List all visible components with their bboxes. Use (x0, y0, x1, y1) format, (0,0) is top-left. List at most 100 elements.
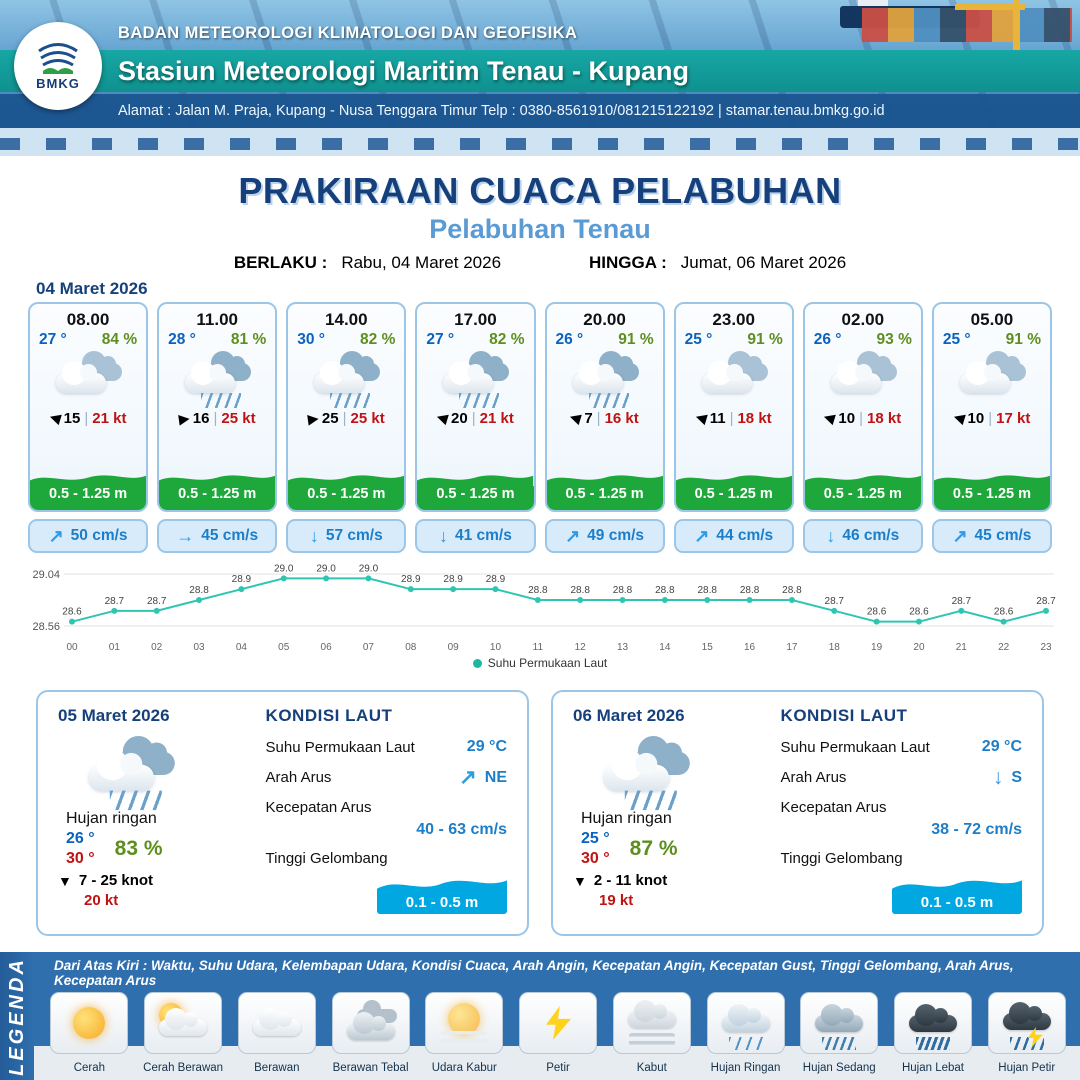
current-speed: 45 cm/s (201, 527, 259, 544)
station-name: Stasiun Meteorologi Maritim Tenau - Kupa… (118, 56, 690, 86)
temperature: 26 ° (813, 331, 842, 348)
current-speed-label: Kecepatan Arus (780, 799, 887, 816)
daily-card: 05 Maret 2026 Hujan ringan 26 ° 30 ° 83 … (36, 690, 529, 936)
sea-conditions-title: KONDISI LAUT (780, 706, 908, 725)
daily-card: 06 Maret 2026 Hujan ringan 25 ° 30 ° 87 … (551, 690, 1044, 936)
svg-text:28.8: 28.8 (782, 585, 802, 596)
legend-item: Cerah Berawan (140, 992, 227, 1074)
humidity: 84 % (101, 331, 138, 348)
svg-text:07: 07 (363, 642, 375, 653)
gust-speed: 25 kt (350, 410, 385, 427)
condition-label: Hujan ringan (581, 810, 672, 827)
gust-speed: 25 kt (221, 410, 256, 427)
svg-text:03: 03 (193, 642, 205, 653)
wave-height-label: Tinggi Gelombang (265, 850, 388, 867)
thick-cloud-icon (331, 992, 410, 1054)
humidity: 91 % (618, 331, 654, 348)
legend-item: Berawan (233, 992, 320, 1074)
current-direction-icon: → (176, 526, 195, 546)
min-temp: 26 ° (66, 830, 95, 847)
sea-conditions-title: KONDISI LAUT (265, 706, 393, 725)
svg-text:12: 12 (575, 642, 587, 653)
legend-tiles: Cerah Cerah Berawan Berawan Berawan Teba… (46, 992, 1070, 1074)
weather-icon (563, 351, 647, 409)
svg-text:13: 13 (617, 642, 629, 653)
temperature: 28 ° (168, 331, 196, 348)
hourly-card: 08.00 27 ° 84 % ▶ 15 | 21 kt 0.5 - 1.25 … (28, 302, 149, 512)
current-direction-value: NE (484, 768, 507, 786)
wave-icon (933, 475, 1050, 486)
fog-icon (612, 992, 691, 1054)
svg-text:18: 18 (829, 642, 841, 653)
wind-direction-icon: ▼ (58, 872, 72, 889)
waiting-room-illustration (0, 128, 1080, 156)
svg-text:02: 02 (151, 642, 163, 653)
current-speed-box: ↓ 57 cm/s (286, 519, 407, 553)
weather-icon (175, 351, 259, 409)
wind-speed: 16 (192, 410, 210, 427)
current-speed: 49 cm/s (587, 527, 645, 544)
current-direction-icon: ↓ (309, 526, 319, 546)
current-speed: 44 cm/s (716, 527, 774, 544)
wave-height-value: 0.1 - 0.5 m (405, 894, 479, 911)
svg-text:28.9: 28.9 (232, 574, 252, 585)
gust-speed: 21 kt (92, 410, 127, 427)
legend-item: Kabut (608, 992, 695, 1074)
legend-item: Berawan Tebal (327, 992, 414, 1074)
current-speed-box: ↗ 44 cm/s (673, 519, 794, 553)
hingga-value: Jumat, 06 Maret 2026 (680, 253, 847, 272)
wind-speed: 25 (321, 410, 339, 427)
wind-direction-icon: ▶ (693, 410, 708, 428)
temperature: 25 ° (942, 331, 971, 348)
wave-icon (159, 475, 276, 486)
wave-icon (675, 475, 792, 486)
svg-text:21: 21 (956, 642, 968, 653)
humidity: 82 % (489, 331, 525, 348)
temperature: 30 ° (297, 331, 325, 348)
humidity: 87 % (629, 837, 678, 860)
min-temp: 25 ° (581, 830, 610, 847)
hourly-column: 17.00 27 ° 82 % ▶ 20 | 21 kt 0.5 - 1.25 … (415, 302, 536, 553)
wind-direction-icon: ▼ (573, 872, 587, 889)
wind-speed: 10 (967, 410, 985, 427)
sun-icon (50, 992, 129, 1054)
sst-label: Suhu Permukaan Laut (265, 738, 415, 756)
wave-height: 0.5 - 1.25 m (288, 471, 405, 510)
daily-date: 05 Maret 2026 (58, 706, 170, 725)
temperature: 27 ° (426, 331, 455, 348)
time-label: 05.00 (970, 310, 1014, 329)
svg-text:28.7: 28.7 (952, 596, 972, 607)
svg-text:05: 05 (278, 642, 290, 653)
wind-row: ▶ 15 | 21 kt (47, 410, 127, 428)
address-band: Alamat : Jalan M. Praja, Kupang - Nusa T… (0, 94, 1080, 128)
wind-direction-icon: ▶ (568, 410, 583, 428)
legend-item: Hujan Lebat (890, 992, 977, 1074)
wave-height: 0.5 - 1.25 m (804, 471, 921, 510)
wave-icon (30, 475, 147, 486)
sst-value: 29 °C (981, 738, 1022, 755)
wave-icon (892, 880, 1022, 914)
legend-item: Cerah (46, 992, 133, 1074)
hourly-card: 23.00 25 ° 91 % ▶ 11 | 18 kt 0.5 - 1.25 … (673, 302, 794, 512)
current-speed-box: ↓ 41 cm/s (415, 519, 536, 553)
wave-height: 0.5 - 1.25 m (159, 471, 276, 510)
current-speed-label: Kecepatan Arus (265, 799, 372, 816)
gust-speed: 16 kt (604, 410, 639, 427)
lightning-icon (519, 992, 598, 1054)
header: BADAN METEOROLOGI KLIMATOLOGI DAN GEOFIS… (0, 0, 1080, 156)
wave-height-box: 0.1 - 0.5 m (892, 872, 1022, 914)
gust-speed: 21 kt (479, 410, 514, 427)
gust-speed: 18 kt (737, 410, 772, 427)
current-speed: 57 cm/s (325, 527, 383, 544)
hourly-column: 20.00 26 ° 91 % ▶ 7 | 16 kt 0.5 - 1.25 m (544, 302, 665, 553)
svg-text:22: 22 (998, 642, 1010, 653)
current-speed-value: 38 - 72 cm/s (931, 821, 1022, 838)
current-direction-icon: ↗ (459, 766, 477, 789)
wind-row: ▶ 10 | 18 kt (822, 410, 902, 428)
svg-text:01: 01 (109, 642, 121, 653)
hourly-column: 05.00 25 ° 91 % ▶ 10 | 17 kt 0.5 - 1.25 … (931, 302, 1052, 553)
svg-text:14: 14 (659, 642, 671, 653)
wind-direction-icon: ▶ (951, 410, 966, 428)
heavy-rain-icon (893, 992, 972, 1054)
wave-height: 0.5 - 1.25 m (933, 471, 1050, 510)
